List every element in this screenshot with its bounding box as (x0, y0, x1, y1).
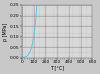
X-axis label: T [°C]: T [°C] (50, 66, 64, 71)
Y-axis label: p [MPa]: p [MPa] (4, 22, 8, 40)
